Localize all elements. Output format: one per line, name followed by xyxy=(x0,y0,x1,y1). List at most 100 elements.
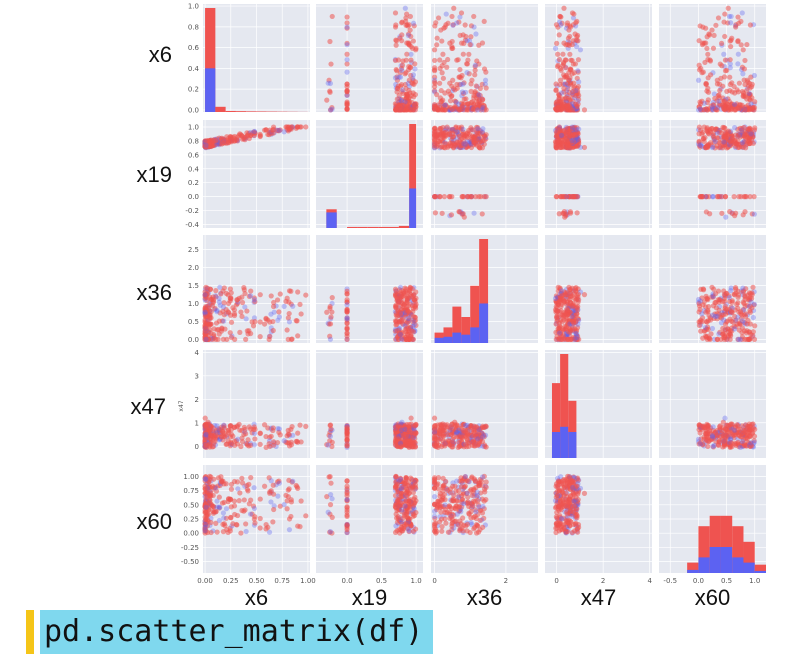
scatter-point-red xyxy=(709,27,715,33)
scatter-point-red xyxy=(747,85,753,91)
histogram-bar-red xyxy=(452,306,462,343)
scatter-point-red xyxy=(713,305,719,311)
scatter-point-red xyxy=(393,312,399,318)
scatter-point-red xyxy=(405,515,411,522)
scatter-point-red xyxy=(571,70,577,76)
scatter-point-red xyxy=(706,194,712,200)
scatter-point-red xyxy=(237,329,243,335)
scatter-point-blue xyxy=(466,38,473,44)
scatter-point-red xyxy=(208,529,214,536)
scatter-point-blue xyxy=(697,106,703,112)
scatter-point-blue xyxy=(243,316,249,322)
scatter-point-red xyxy=(404,51,410,57)
scatter-point-blue xyxy=(552,295,559,302)
scatter-point-blue xyxy=(203,431,209,437)
scatter-point-red xyxy=(412,91,419,98)
scatter-point-red xyxy=(324,97,330,103)
scatter-point-red xyxy=(747,22,754,28)
scatter-point-blue xyxy=(281,501,287,508)
scatter-point-red xyxy=(274,297,281,303)
scatter-point-red xyxy=(344,317,350,323)
scatter-point-red xyxy=(344,434,350,440)
scatter-point-red xyxy=(559,194,565,200)
scatter-point-red xyxy=(450,444,456,450)
scatter-point-red xyxy=(728,308,734,314)
scatter-point-red xyxy=(239,475,245,481)
scatter-point-red xyxy=(553,129,560,135)
scatter-point-red xyxy=(559,102,565,108)
scatter-point-red xyxy=(465,57,471,63)
scatter-point-red xyxy=(699,295,705,301)
scatter-point-blue xyxy=(573,330,579,337)
histogram-bar-red xyxy=(246,111,257,112)
scatter-point-red xyxy=(203,314,209,320)
scatter-point-red xyxy=(408,93,414,99)
scatter-point-red xyxy=(211,331,217,338)
scatter-point-red xyxy=(716,92,722,98)
scatter-point-red xyxy=(222,434,228,440)
scatter-point-red xyxy=(399,317,405,323)
scatter-point-red xyxy=(228,423,234,429)
scatter-point-red xyxy=(559,20,565,26)
scatter-point-red xyxy=(261,422,268,428)
scatter-point-red xyxy=(748,74,754,80)
scatter-point-red xyxy=(442,439,449,445)
histogram-bar-red xyxy=(388,226,399,228)
scatter-point-red xyxy=(404,304,410,310)
scatter-point-blue xyxy=(695,296,702,303)
scatter-point-red xyxy=(733,210,739,216)
histogram-bar-blue xyxy=(443,336,453,343)
scatter-point-red xyxy=(483,194,489,200)
scatter-point-red xyxy=(228,334,235,340)
scatter-point-red xyxy=(704,421,710,427)
scatter-point-red xyxy=(696,62,702,68)
scatter-point-red xyxy=(248,288,254,294)
scatter-point-red xyxy=(438,138,444,144)
scatter-point-blue xyxy=(221,318,227,324)
scatter-point-red xyxy=(397,70,403,76)
scatter-point-red xyxy=(735,142,741,148)
scatter-point-red xyxy=(736,80,742,86)
scatter-point-red xyxy=(442,90,448,96)
scatter-point-red xyxy=(711,102,717,108)
scatter-point-red xyxy=(477,128,483,134)
scatter-point-red xyxy=(724,88,730,94)
scatter-point-red xyxy=(204,320,210,326)
scatter-point-red xyxy=(257,496,263,502)
histogram-bar-blue xyxy=(470,327,480,343)
scatter-point-red xyxy=(563,95,569,101)
scatter-point-blue xyxy=(476,92,482,98)
scatter-point-red xyxy=(747,127,753,133)
scatter-point-red xyxy=(202,437,208,443)
scatter-point-red xyxy=(393,42,399,48)
scatter-point-red xyxy=(454,85,460,91)
scatter-point-red xyxy=(740,47,746,53)
panel-x6-x60 xyxy=(659,4,766,113)
scatter-point-blue xyxy=(712,313,718,320)
scatter-point-red xyxy=(555,62,561,68)
scatter-point-red xyxy=(704,45,710,52)
scatter-point-red xyxy=(570,38,576,44)
scatter-point-red xyxy=(441,194,447,200)
scatter-point-red xyxy=(242,137,248,143)
scatter-point-red xyxy=(741,300,747,307)
scatter-point-red xyxy=(705,443,711,450)
scatter-point-blue xyxy=(464,70,470,76)
scatter-point-blue xyxy=(203,522,209,528)
scatter-point-blue xyxy=(482,77,489,83)
panel-x47-x47 xyxy=(545,350,652,458)
scatter-point-red xyxy=(452,98,458,104)
panel-x60-x19 xyxy=(316,465,423,573)
scatter-point-blue xyxy=(251,128,258,135)
scatter-point-red xyxy=(476,42,482,48)
scatter-point-red xyxy=(738,18,744,25)
scatter-point-red xyxy=(406,427,412,433)
scatter-point-red xyxy=(561,128,567,134)
histogram-bar-blue xyxy=(452,332,462,343)
scatter-point-red xyxy=(213,288,219,294)
scatter-point-red xyxy=(725,128,732,134)
scatter-point-red xyxy=(344,443,350,449)
scatter-point-red xyxy=(263,433,269,440)
scatter-point-red xyxy=(554,107,560,113)
scatter-point-red xyxy=(219,325,225,331)
